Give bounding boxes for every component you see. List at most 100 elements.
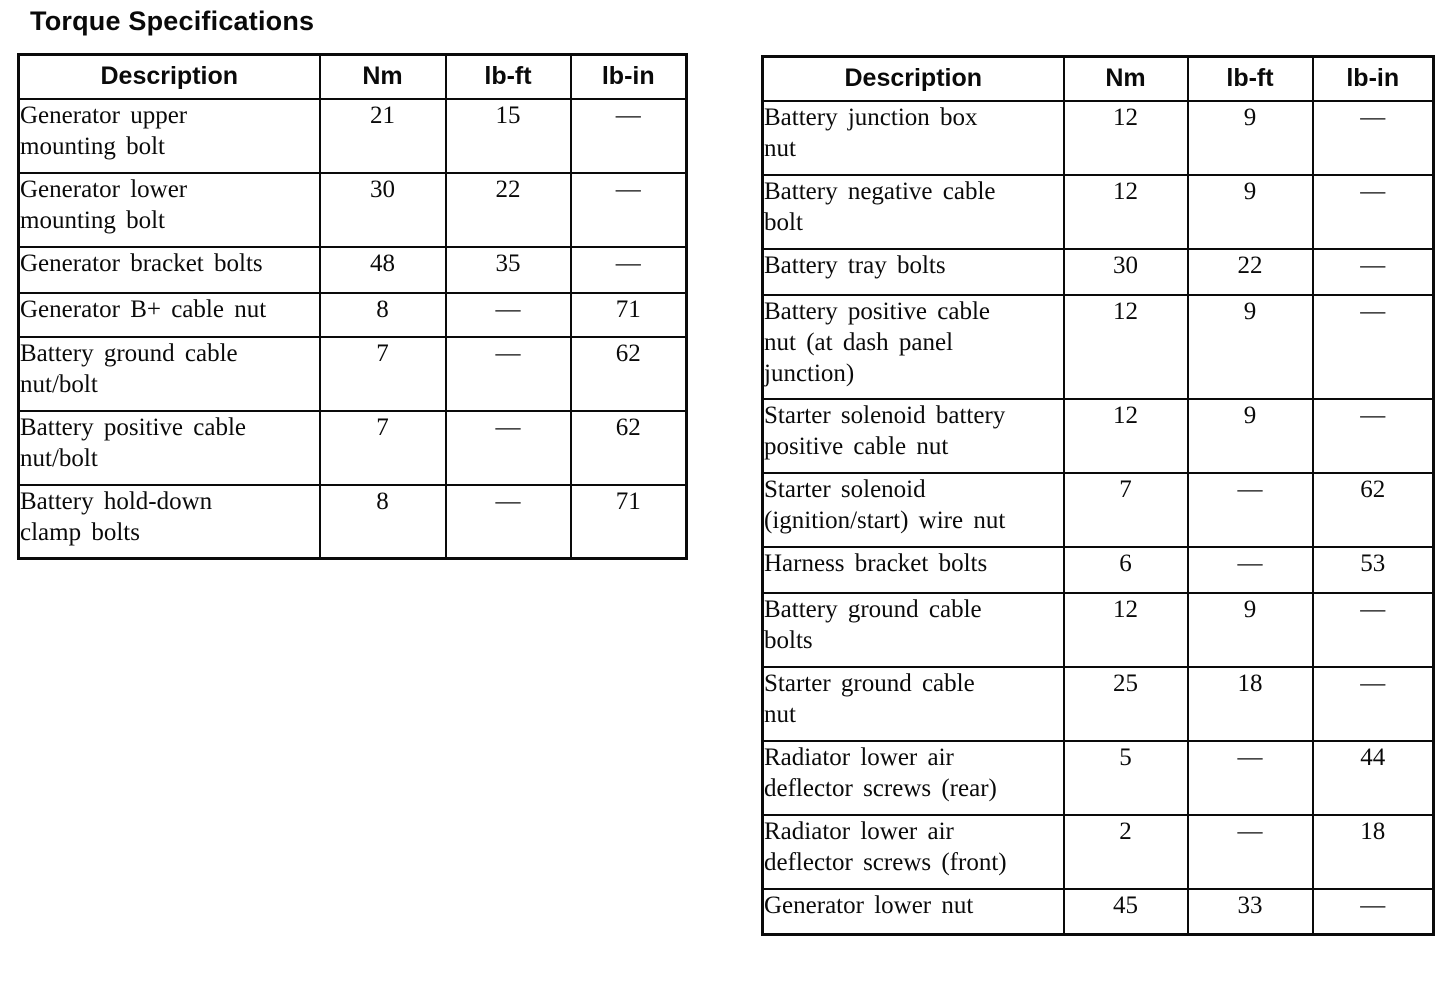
lb-ft-value-cell: —: [1186, 471, 1314, 548]
table-row: Generator B+ cable nut 8—71: [17, 291, 688, 338]
nm-value-cell: 5: [1062, 739, 1189, 816]
nm-value-cell: 12: [1062, 173, 1189, 250]
table-row: Generator bracket bolts 48 35—: [17, 245, 688, 294]
lb-ft-value-cell: 22: [1186, 247, 1314, 296]
row-description-cell: Battery negative cable bolt: [761, 173, 1065, 250]
nm-value-cell: 48: [318, 245, 447, 294]
nm-value-cell: 8: [318, 291, 447, 338]
lb-in-value-cell: —: [1311, 173, 1435, 250]
table-row: Starter solenoid battery positive cable …: [761, 397, 1435, 474]
row-description-cell: Radiator lower air deflector screws (fro…: [761, 813, 1065, 890]
nm-value-cell: 7: [1062, 471, 1189, 548]
lb-ft-value-cell: 22: [444, 171, 572, 248]
torque-table-left: Description Nm lb-ft lb-in Generator upp…: [17, 53, 688, 560]
table-body-right: Battery junction box nut 12 9— Battery nega…: [761, 99, 1435, 936]
lb-ft-value-cell: 9: [1186, 397, 1314, 474]
row-description-cell: Harness bracket bolts: [761, 545, 1065, 594]
row-description-cell: Starter solenoid (ignition/start) wire n…: [761, 471, 1065, 548]
table-row: Battery positive cable nut/bolt 7—62: [17, 409, 688, 486]
lb-in-value-cell: 44: [1311, 739, 1435, 816]
row-description-cell: Starter ground cable nut: [761, 665, 1065, 742]
lb-ft-value-cell: 33: [1186, 887, 1314, 936]
nm-value-cell: 12: [1062, 591, 1189, 668]
nm-value-cell: 25: [1062, 665, 1189, 742]
lb-in-value-cell: —: [569, 245, 688, 294]
row-description-cell: Generator upper mounting bolt: [17, 97, 321, 174]
col-header-description: Description: [17, 53, 321, 100]
table-row: Battery tray bolts 30 22—: [761, 247, 1435, 296]
lb-ft-value-cell: —: [1186, 813, 1314, 890]
table-row: Radiator lower air deflector screws (fro…: [761, 813, 1435, 890]
table-row: Generator lower nut 45 33—: [761, 887, 1435, 936]
nm-value-cell: 7: [318, 409, 447, 486]
lb-in-value-cell: 53: [1311, 545, 1435, 594]
lb-in-value-cell: —: [1311, 293, 1435, 400]
lb-in-value-cell: 18: [1311, 813, 1435, 890]
col-header-description: Description: [761, 55, 1065, 102]
row-description-cell: Battery ground cable bolts: [761, 591, 1065, 668]
lb-in-value-cell: —: [569, 171, 688, 248]
row-description-cell: Battery tray bolts: [761, 247, 1065, 296]
row-description-cell: Battery positive cable nut/bolt: [17, 409, 321, 486]
nm-value-cell: 30: [1062, 247, 1189, 296]
lb-ft-value-cell: —: [444, 291, 572, 338]
table-row: Starter ground cable nut 25 18—: [761, 665, 1435, 742]
table-row: Battery junction box nut 12 9—: [761, 99, 1435, 176]
lb-ft-value-cell: —: [1186, 545, 1314, 594]
table-row: Radiator lower air deflector screws (rea…: [761, 739, 1435, 816]
lb-ft-value-cell: —: [444, 335, 572, 412]
table-body-left: Generator upper mounting bolt 21 15— Genera…: [17, 97, 688, 560]
row-description-cell: Battery positive cable nut (at dash pane…: [761, 293, 1065, 400]
table-row: Starter solenoid (ignition/start) wire n…: [761, 471, 1435, 548]
col-header-lb-ft: lb-ft: [1186, 55, 1314, 102]
lb-in-value-cell: —: [1311, 591, 1435, 668]
row-description-cell: Battery junction box nut: [761, 99, 1065, 176]
row-description-cell: Generator bracket bolts: [17, 245, 321, 294]
col-header-lb-in: lb-in: [1311, 55, 1435, 102]
lb-in-value-cell: 71: [569, 291, 688, 338]
row-description-cell: Radiator lower air deflector screws (rea…: [761, 739, 1065, 816]
col-header-nm: Nm: [1062, 55, 1189, 102]
nm-value-cell: 21: [318, 97, 447, 174]
lb-ft-value-cell: 9: [1186, 99, 1314, 176]
torque-table-right: Description Nm lb-ft lb-in Battery junct…: [761, 55, 1435, 936]
lb-in-value-cell: —: [1311, 397, 1435, 474]
row-description-cell: Generator lower nut: [761, 887, 1065, 936]
lb-in-value-cell: —: [1311, 887, 1435, 936]
nm-value-cell: 12: [1062, 99, 1189, 176]
nm-value-cell: 7: [318, 335, 447, 412]
page-title: Torque Specifications: [30, 6, 315, 36]
nm-value-cell: 12: [1062, 397, 1189, 474]
lb-in-value-cell: —: [1311, 247, 1435, 296]
table-row: Generator lower mounting bolt 30 22—: [17, 171, 688, 248]
lb-in-value-cell: —: [1311, 665, 1435, 742]
lb-ft-value-cell: 9: [1186, 591, 1314, 668]
nm-value-cell: 45: [1062, 887, 1189, 936]
header-row: Description Nm lb-ft lb-in: [17, 53, 688, 100]
row-description-cell: Battery ground cable nut/bolt: [17, 335, 321, 412]
lb-in-value-cell: —: [569, 97, 688, 174]
lb-ft-value-cell: 35: [444, 245, 572, 294]
nm-value-cell: 12: [1062, 293, 1189, 400]
nm-value-cell: 30: [318, 171, 447, 248]
table-row: Generator upper mounting bolt 21 15—: [17, 97, 688, 174]
lb-ft-value-cell: 9: [1186, 293, 1314, 400]
col-header-lb-ft: lb-ft: [444, 53, 572, 100]
lb-in-value-cell: 71: [569, 483, 688, 560]
lb-in-value-cell: 62: [569, 335, 688, 412]
table-row: Battery positive cable nut (at dash pane…: [761, 293, 1435, 400]
nm-value-cell: 8: [318, 483, 447, 560]
table-row: Battery hold-down clamp bolts 8—71: [17, 483, 688, 560]
lb-ft-value-cell: 15: [444, 97, 572, 174]
lb-ft-value-cell: 9: [1186, 173, 1314, 250]
lb-ft-value-cell: —: [444, 483, 572, 560]
lb-ft-value-cell: 18: [1186, 665, 1314, 742]
row-description-cell: Starter solenoid battery positive cable …: [761, 397, 1065, 474]
header-row: Description Nm lb-ft lb-in: [761, 55, 1435, 102]
table-row: Battery negative cable bolt 12 9—: [761, 173, 1435, 250]
nm-value-cell: 2: [1062, 813, 1189, 890]
lb-ft-value-cell: —: [444, 409, 572, 486]
row-description-cell: Generator lower mounting bolt: [17, 171, 321, 248]
lb-in-value-cell: —: [1311, 99, 1435, 176]
lb-in-value-cell: 62: [569, 409, 688, 486]
